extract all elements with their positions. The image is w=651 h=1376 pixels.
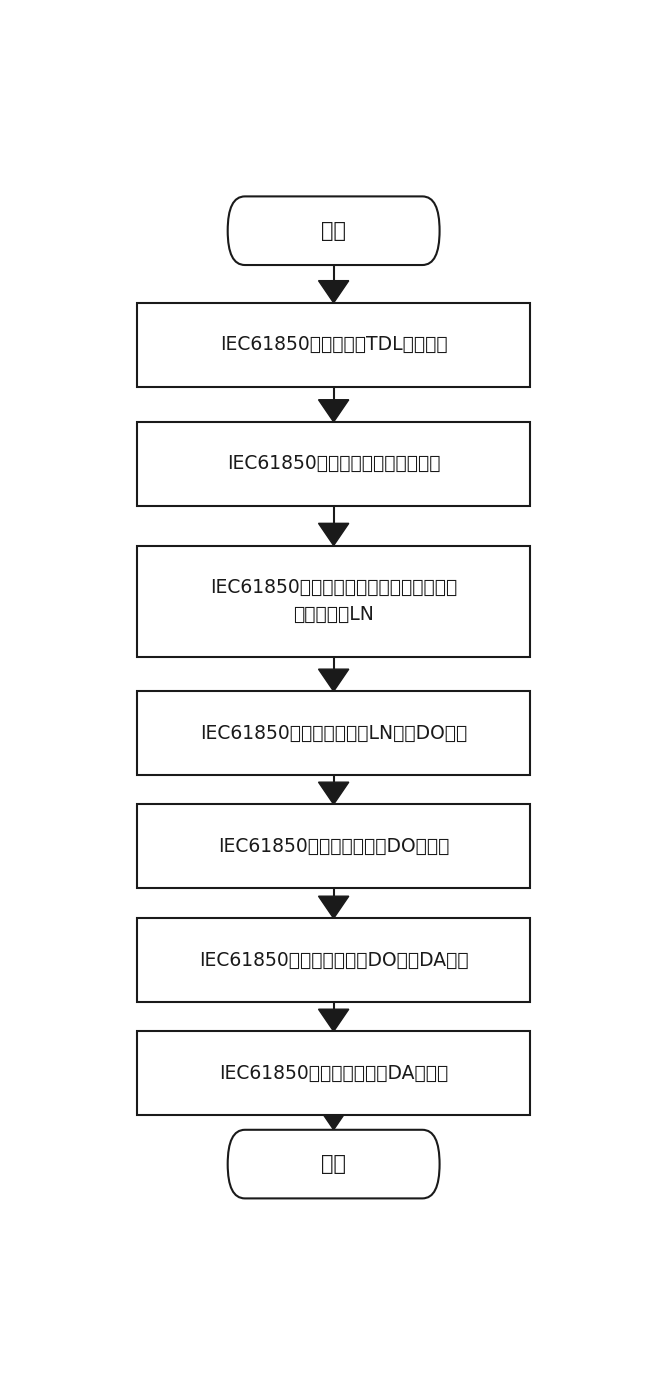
- Polygon shape: [318, 1009, 349, 1032]
- Polygon shape: [318, 399, 349, 422]
- Bar: [137, 805, 531, 888]
- Text: IEC61850客户端读取TDL描述文件: IEC61850客户端读取TDL描述文件: [220, 336, 447, 354]
- FancyBboxPatch shape: [228, 1130, 439, 1198]
- Polygon shape: [318, 523, 349, 545]
- Bar: [137, 918, 531, 1002]
- Bar: [137, 303, 531, 387]
- Polygon shape: [318, 1108, 349, 1130]
- Polygon shape: [318, 896, 349, 918]
- Polygon shape: [318, 669, 349, 691]
- Bar: [137, 422, 531, 505]
- Bar: [137, 545, 531, 656]
- Polygon shape: [318, 782, 349, 805]
- Text: 开始: 开始: [321, 220, 346, 241]
- FancyBboxPatch shape: [228, 197, 439, 266]
- Bar: [137, 691, 531, 775]
- Text: IEC61850客户端读取每个DA的属性: IEC61850客户端读取每个DA的属性: [219, 1064, 449, 1083]
- Bar: [137, 1032, 531, 1115]
- Text: IEC61850客户端读取每个LN下的DO列表: IEC61850客户端读取每个LN下的DO列表: [200, 724, 467, 743]
- Text: 结束: 结束: [321, 1154, 346, 1174]
- Text: IEC61850客户端读取每个DO的属性: IEC61850客户端读取每个DO的属性: [218, 837, 449, 856]
- Text: IEC61850客户端读取逻辑装置目录: IEC61850客户端读取逻辑装置目录: [227, 454, 440, 473]
- Text: IEC61850客户端读取每个DO下的DA列表: IEC61850客户端读取每个DO下的DA列表: [199, 951, 469, 970]
- Polygon shape: [318, 281, 349, 303]
- Text: IEC61850客户端读取逻辑装置目录下每个
逻辑装置的LN: IEC61850客户端读取逻辑装置目录下每个 逻辑装置的LN: [210, 578, 457, 623]
